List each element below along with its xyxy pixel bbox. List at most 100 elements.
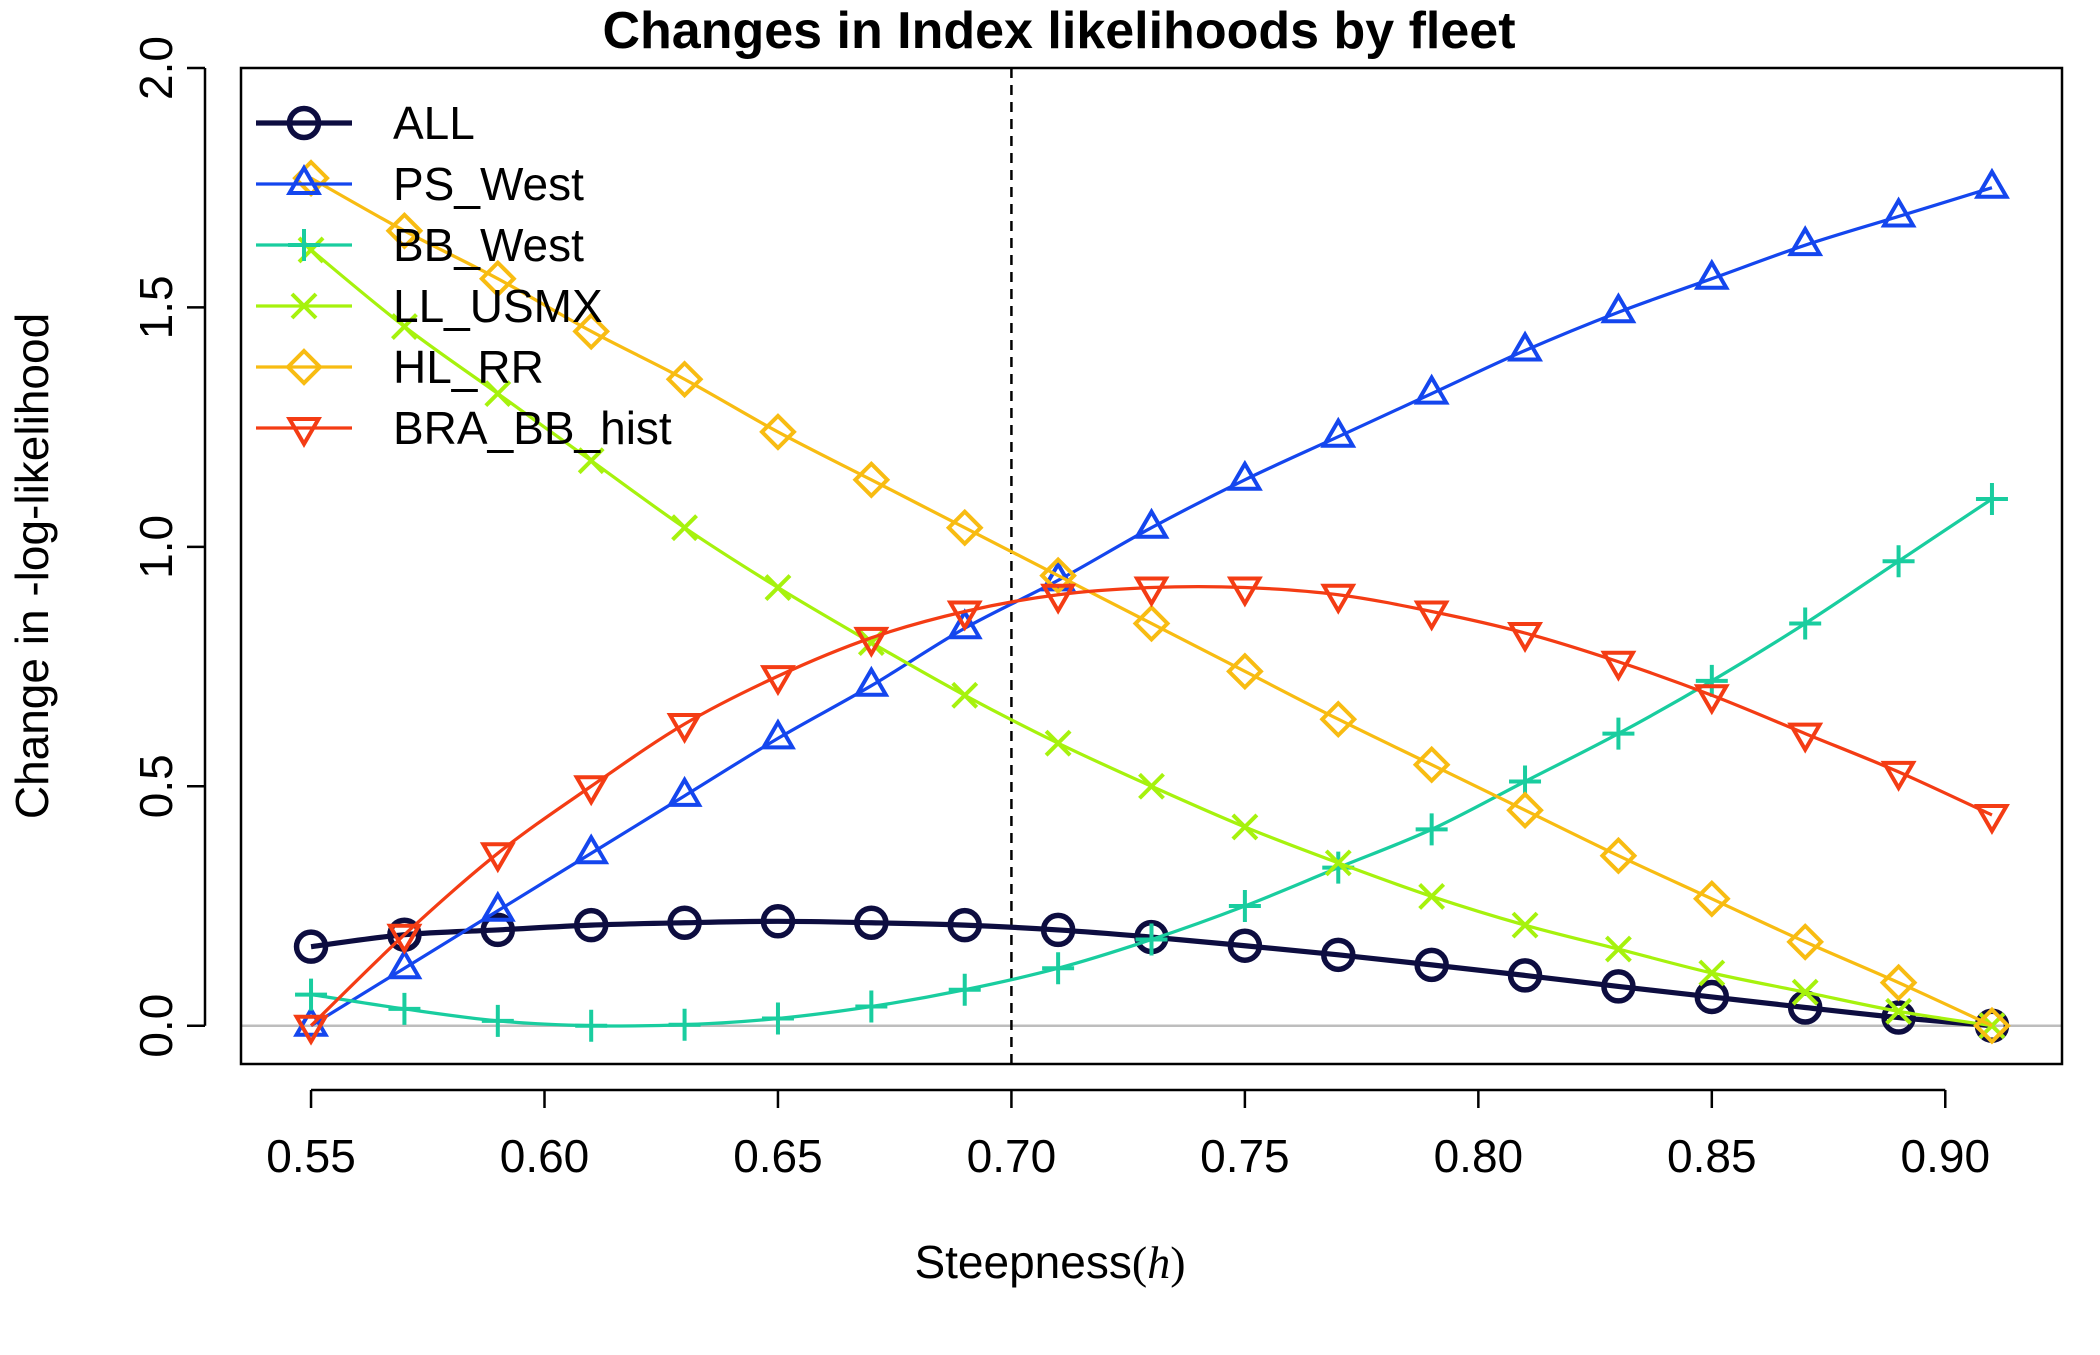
- x-axis-label-text: Steepness: [914, 1236, 1131, 1288]
- data-point: [1787, 722, 1824, 754]
- data-point: [1698, 959, 1726, 987]
- data-point: [1040, 912, 1076, 948]
- data-point: [1885, 997, 1912, 1025]
- data-point: [1693, 258, 1730, 290]
- data-point: [1040, 583, 1077, 615]
- data-point: [481, 1004, 514, 1037]
- data-point: [1414, 947, 1449, 983]
- reference-lines: [241, 68, 2062, 1064]
- legend-entry: PS_West: [256, 158, 584, 210]
- data-point: [479, 890, 516, 922]
- legend-label: ALL: [393, 97, 475, 149]
- legend-label: LL_USMX: [393, 280, 603, 332]
- plot-frame: [239, 66, 2064, 1066]
- data-point: [1321, 937, 1356, 973]
- data-point: [951, 681, 979, 709]
- data-point: [1600, 292, 1637, 324]
- data-point: [1132, 604, 1171, 643]
- data-point: [1880, 196, 1917, 228]
- legend-label: BRA_BB_hist: [393, 402, 672, 454]
- data-point: [295, 978, 328, 1011]
- data-point: [1138, 772, 1165, 800]
- data-point: [946, 600, 983, 632]
- data-point: [1694, 979, 1730, 1015]
- data-point: [1506, 791, 1544, 830]
- x-axis-label-paren-close: ): [1170, 1237, 1185, 1288]
- data-point: [1695, 664, 1728, 697]
- legend-label: HL_RR: [393, 341, 544, 393]
- data-point: [293, 1014, 330, 1046]
- data-point: [854, 905, 889, 940]
- x-axis-label-paren-open: (: [1132, 1237, 1147, 1288]
- legend-marker: [286, 105, 322, 141]
- data-point: [668, 1008, 701, 1041]
- data-point: [293, 1005, 330, 1037]
- chart-title: Changes in Index likelihoods by fleet: [602, 2, 1515, 60]
- legend-label: PS_West: [393, 158, 584, 210]
- data-point: [1324, 849, 1352, 877]
- series-bb-west: [295, 482, 2008, 1042]
- data-point: [484, 380, 512, 408]
- legend-entry: HL_RR: [256, 341, 544, 393]
- data-point: [480, 912, 516, 948]
- legend-marker: [286, 164, 322, 195]
- data-point: [1042, 952, 1075, 985]
- x-tick-label: 0.70: [967, 1130, 1057, 1182]
- data-point: [1507, 622, 1544, 654]
- data-point: [1975, 482, 2008, 515]
- legend-entry: BRA_BB_hist: [256, 402, 672, 454]
- data-point: [947, 907, 982, 943]
- series-layer: [292, 159, 2011, 1046]
- data-point: [760, 904, 796, 939]
- data-point: [1319, 700, 1358, 739]
- data-point: [1881, 1000, 1916, 1035]
- data-point: [759, 718, 796, 750]
- data-point: [1133, 507, 1170, 539]
- legend-entry: ALL: [256, 97, 475, 149]
- data-point: [945, 508, 984, 547]
- x-axis-label: Steepness(h): [914, 1236, 1185, 1288]
- data-point: [385, 211, 424, 250]
- data-point: [671, 514, 698, 542]
- series-bra-bb-hist: [293, 576, 2010, 1046]
- data-point: [1973, 167, 2010, 199]
- legend-entry: LL_USMX: [256, 280, 603, 332]
- data-point: [665, 360, 704, 399]
- data-point: [1602, 717, 1635, 750]
- data-point: [386, 948, 423, 980]
- data-point: [386, 923, 423, 955]
- data-point: [572, 312, 611, 351]
- data-point: [1320, 416, 1357, 448]
- data-point: [1507, 330, 1544, 362]
- data-point: [1879, 963, 1918, 1002]
- data-point: [1415, 813, 1448, 846]
- data-point: [759, 665, 796, 697]
- data-point: [948, 973, 981, 1006]
- data-point: [478, 259, 517, 298]
- data-point: [761, 1002, 794, 1035]
- data-point: [1973, 804, 2010, 835]
- data-point: [1601, 969, 1636, 1004]
- data-point: [666, 713, 703, 745]
- y-tick-label: 1.0: [130, 515, 182, 579]
- data-point: [479, 842, 516, 874]
- series-line: [309, 585, 1993, 1027]
- data-point: [855, 990, 888, 1023]
- data-point: [1786, 923, 1825, 961]
- data-point: [1044, 729, 1072, 757]
- data-point: [1692, 879, 1731, 918]
- data-point: [388, 992, 421, 1025]
- y-tick-label: 0.5: [130, 754, 182, 818]
- legend: ALL PS_West BB_West LL_USMX HL_RR BRA_BB_hist: [256, 97, 672, 454]
- data-point: [1693, 684, 1730, 716]
- data-point: [1511, 911, 1539, 939]
- series-hl-rr: [292, 159, 2011, 1045]
- data-point: [764, 574, 792, 601]
- data-point: [667, 905, 702, 940]
- data-point: [1882, 545, 1915, 578]
- x-axis-label-symbol: h: [1147, 1237, 1170, 1288]
- y-tick-label: 1.5: [130, 275, 182, 339]
- data-point: [1880, 760, 1917, 792]
- data-point: [852, 460, 891, 499]
